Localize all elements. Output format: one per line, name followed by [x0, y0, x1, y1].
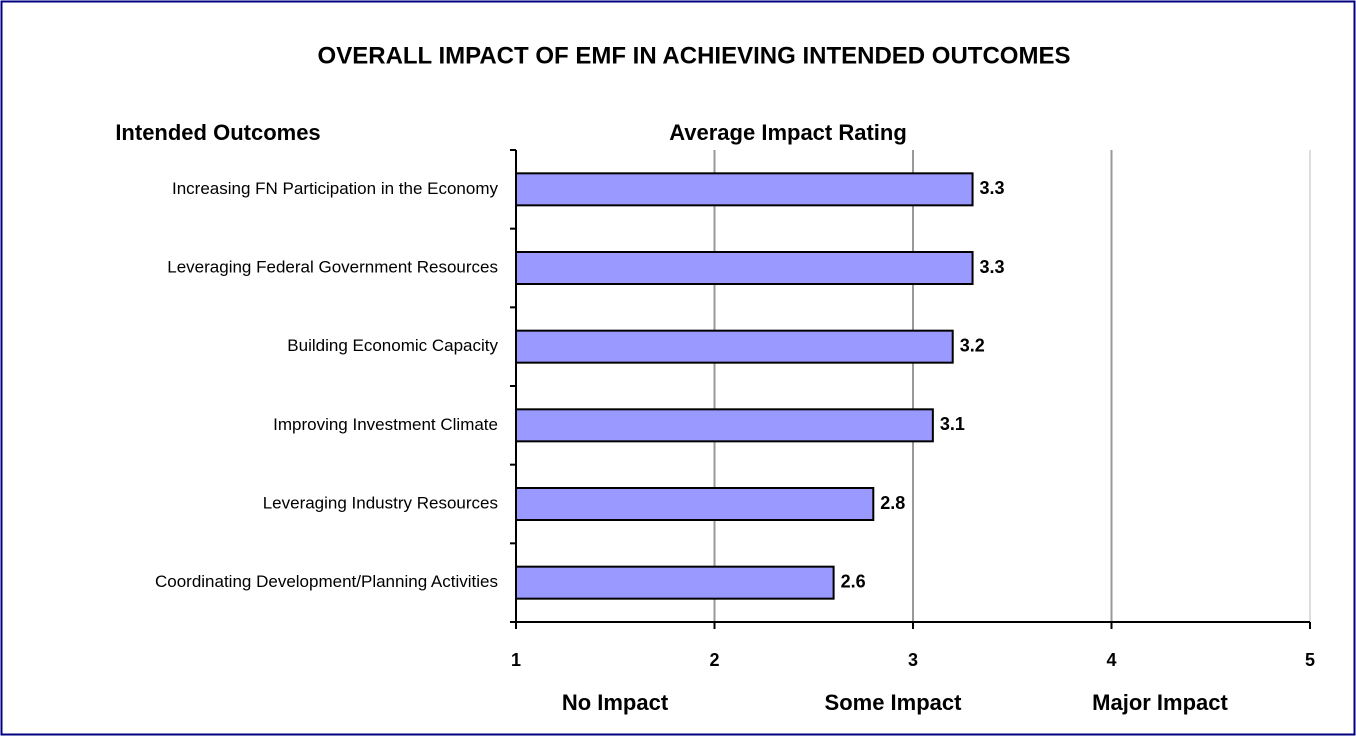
category-label: Coordinating Development/Planning Activi… [155, 572, 498, 591]
data-label: 3.3 [980, 257, 1005, 277]
bar [515, 251, 974, 285]
value-axis-label: Average Impact Rating [669, 120, 907, 145]
category-axis-label: Intended Outcomes [115, 120, 320, 145]
bar [515, 172, 974, 207]
bar [515, 329, 954, 364]
category-label: Improving Investment Climate [273, 415, 498, 434]
category-label: Increasing FN Participation in the Econo… [172, 179, 498, 198]
bar [515, 408, 934, 443]
x-tick-label: 3 [908, 650, 918, 670]
data-label: 2.8 [880, 493, 905, 513]
data-label: 3.3 [980, 178, 1005, 198]
data-label: 3.2 [960, 335, 985, 355]
x-tick-label: 5 [1305, 650, 1315, 670]
scale-label: No Impact [562, 690, 669, 715]
x-tick-label: 4 [1106, 650, 1116, 670]
scale-label: Major Impact [1092, 690, 1228, 715]
bar [515, 487, 875, 521]
category-label: Building Economic Capacity [287, 336, 498, 355]
data-label: 3.1 [940, 414, 965, 434]
bar [515, 565, 835, 600]
category-label: Leveraging Federal Government Resources [167, 257, 498, 276]
chart-title: OVERALL IMPACT OF EMF IN ACHIEVING INTEN… [318, 42, 1071, 69]
data-label: 2.6 [841, 571, 866, 591]
category-label: Leveraging Industry Resources [263, 493, 498, 512]
x-tick-label: 2 [709, 650, 719, 670]
x-tick-label: 1 [511, 650, 521, 670]
scale-label: Some Impact [825, 690, 963, 715]
